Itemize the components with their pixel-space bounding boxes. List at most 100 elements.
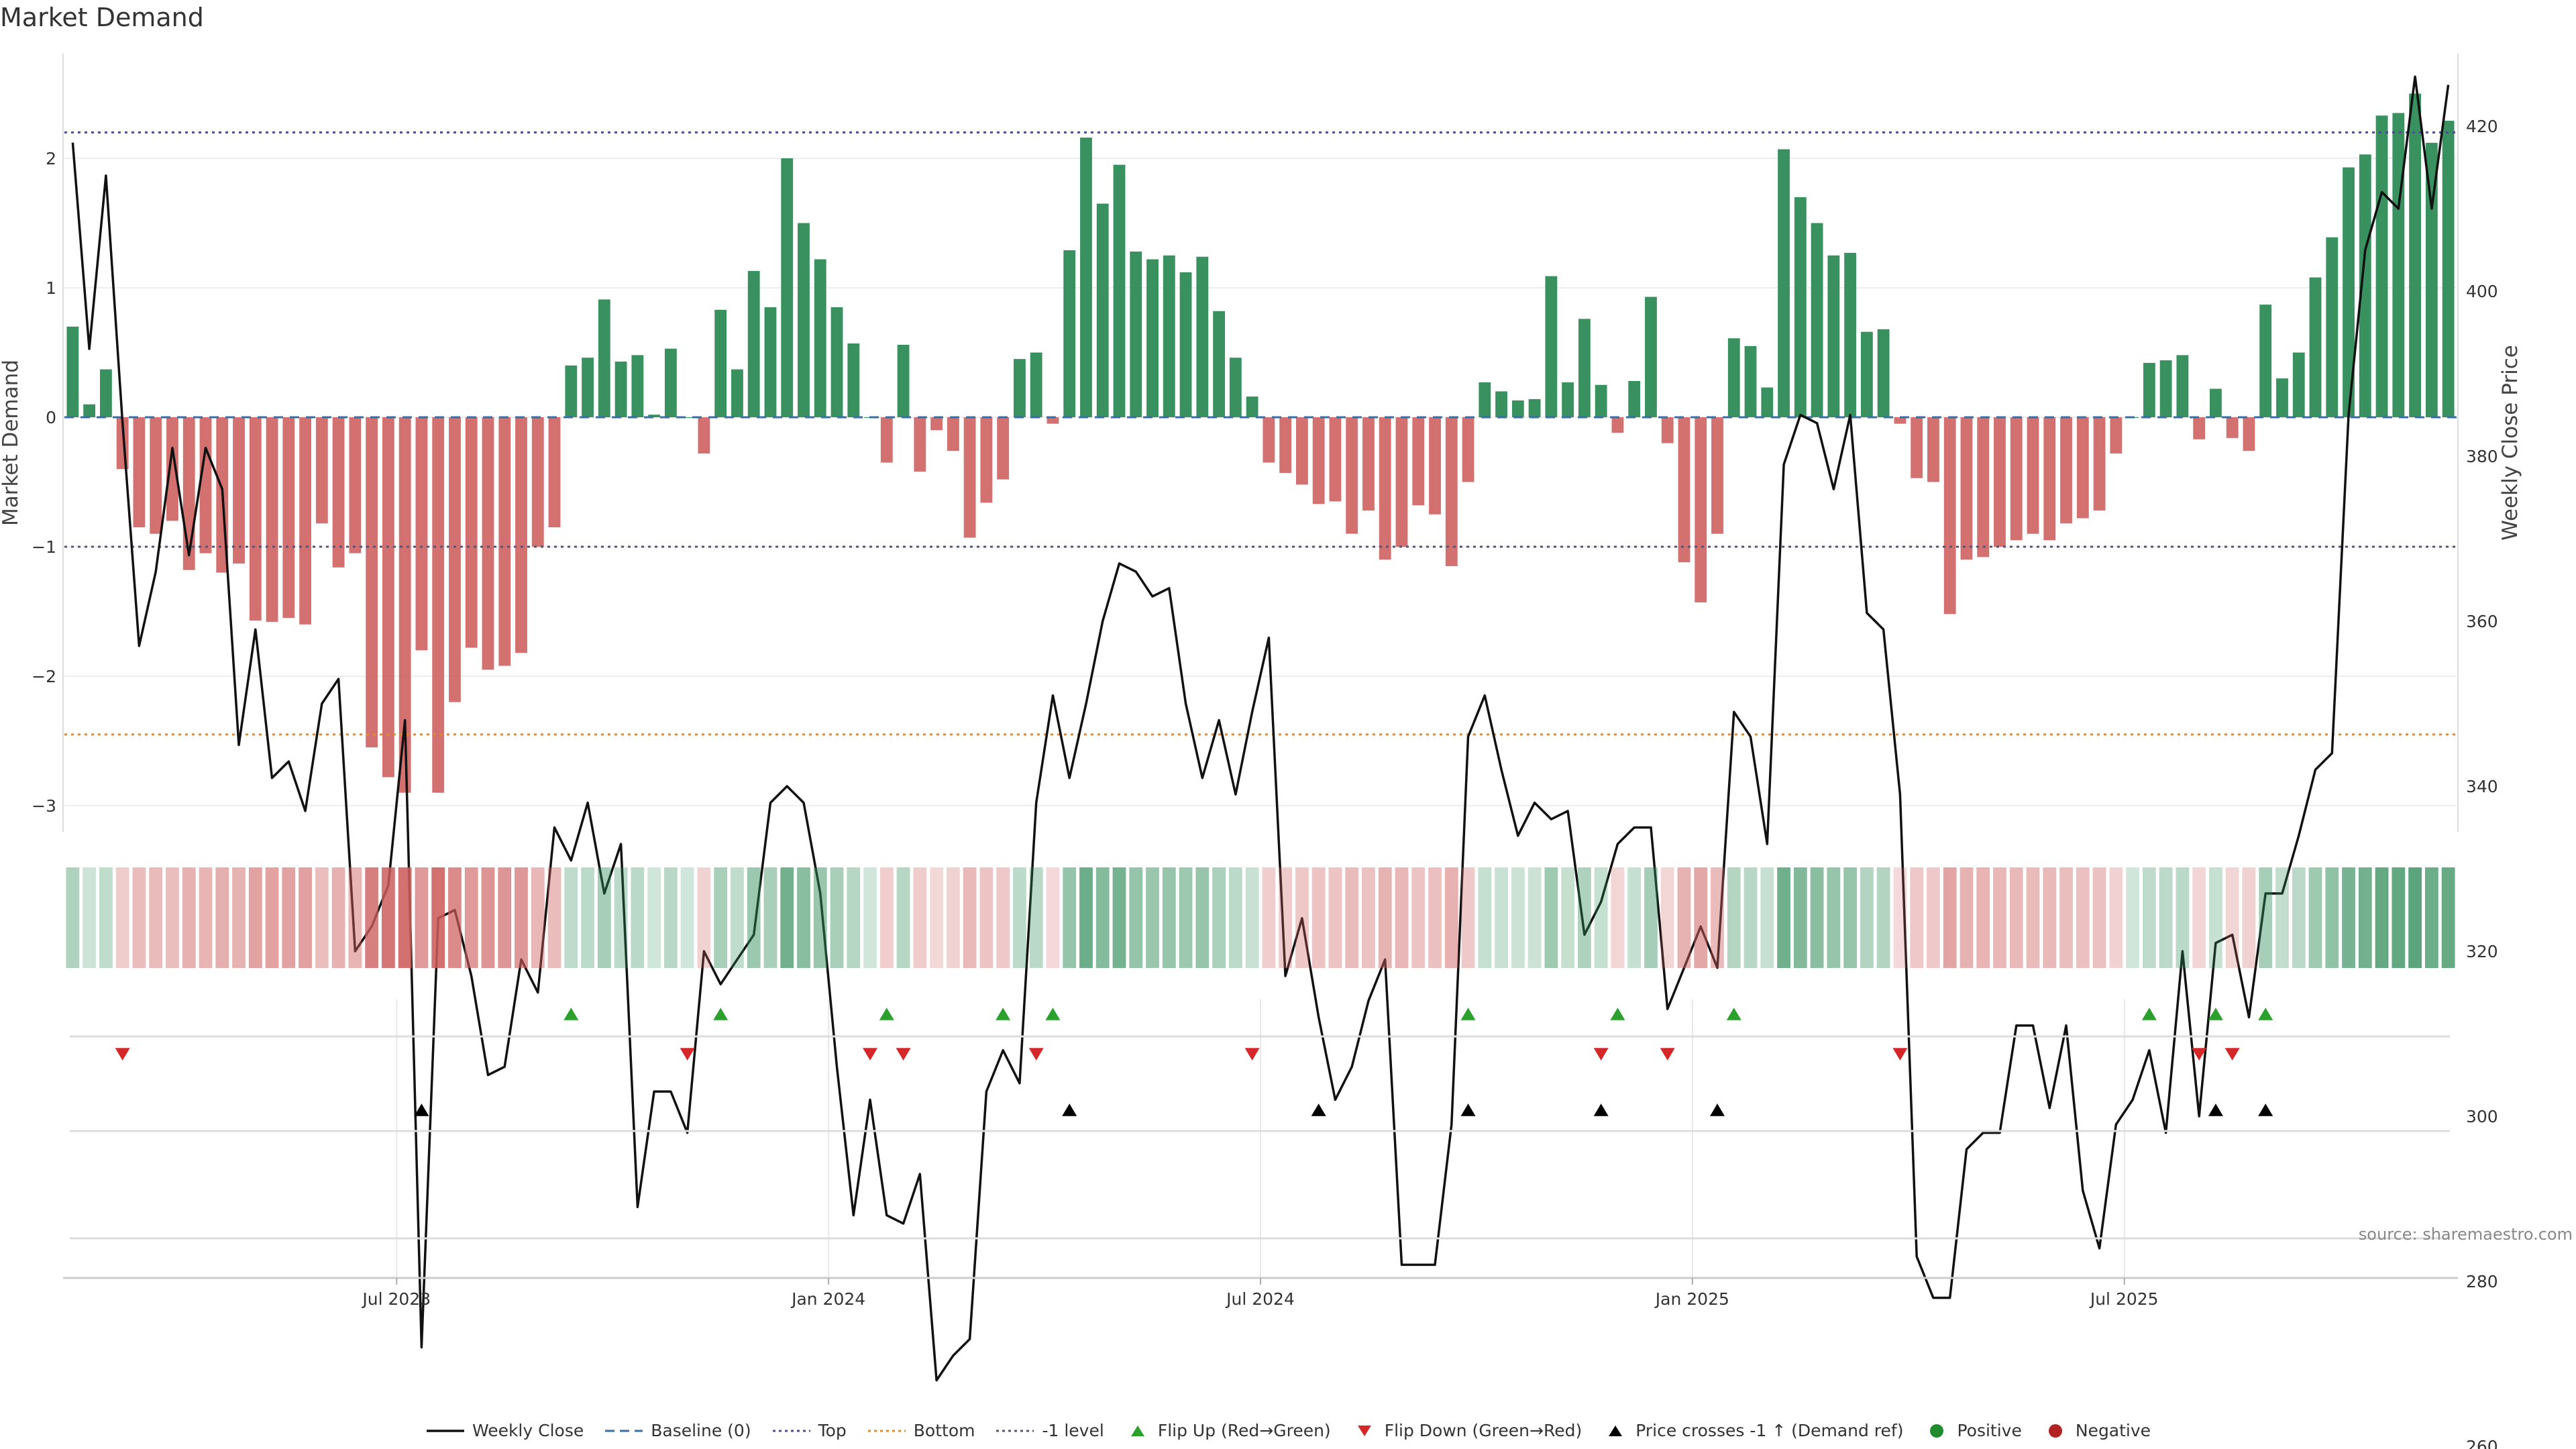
demand-bar [1130,251,1142,417]
demand-bar [897,344,910,417]
demand-bar [747,270,760,417]
heat-cell [232,867,246,968]
demand-bar [1578,319,1591,417]
heat-cell [2441,867,2455,968]
demand-bar [2027,417,2039,534]
legend-symbol [605,1430,643,1432]
legend-item-cross: Price crosses -1 ↑ (Demand ref) [1602,1421,1903,1440]
heat-cell [1561,867,1575,968]
demand-bar [1528,398,1541,417]
heat-cell [1511,867,1525,968]
legend-item-bottom: Bottom [867,1421,975,1440]
legend-symbol [2048,1424,2062,1438]
demand-bar [1894,417,1907,424]
demand-bar [398,417,411,793]
demand-bar [498,417,511,666]
heat-cell [930,867,944,968]
heat-cell [1860,867,1874,968]
heat-cell [2375,867,2389,968]
flip-down-marker [863,1048,878,1061]
y-tick-left-label: −2 [32,667,56,686]
price-cross-marker [2258,1104,2273,1116]
heat-cell [1212,867,1226,968]
legend-symbol [867,1430,906,1432]
heat-cell [731,867,744,968]
heat-cell [2142,867,2156,968]
demand-bar [465,417,478,648]
price-cross-marker [1593,1104,1609,1116]
demand-bar [2193,417,2206,439]
demand-bar [1811,223,1823,417]
demand-bar [2425,142,2438,417]
demand-bar [233,417,245,564]
demand-bar [1379,417,1391,560]
heat-cell [863,867,877,968]
heat-cell [1195,867,1210,968]
heat-cell [547,867,561,968]
y-tick-right-label: 320 [2466,942,2498,961]
demand-bar [963,417,976,538]
demand-bar [349,417,362,553]
heat-cell [714,867,728,968]
demand-bar [598,299,610,417]
demand-bar [947,417,959,451]
flip-down-marker [1660,1048,1675,1061]
demand-bar [1096,203,1109,417]
demand-bar [1429,417,1441,515]
heat-cell [847,867,861,968]
heat-cell [331,867,345,968]
demand-bar [1994,417,2006,547]
demand-bar [1761,387,1774,417]
heat-cell [365,867,379,968]
price-cross-marker [1460,1104,1476,1116]
heat-cell [464,867,478,968]
demand-bar [614,362,627,417]
demand-bar [1877,329,1890,417]
demand-bar [1860,331,1873,417]
heat-cell [1711,867,1724,968]
legend-label: Top [818,1421,847,1440]
heat-cell [1910,867,1924,968]
heat-cell [1927,867,1940,968]
heat-cell [199,867,213,968]
demand-bar [1744,345,1757,417]
heat-cell [2059,867,2073,968]
demand-bar [1445,417,1458,566]
demand-bar [1295,417,1308,485]
heat-cell [763,867,777,968]
demand-bar [714,309,727,417]
demand-bar [1263,417,1275,463]
heat-cell [1827,867,1841,968]
heat-cell [2092,867,2106,968]
y-tick-left-label: −3 [32,796,56,816]
heat-cell [1179,867,1193,968]
demand-bar [2343,167,2355,417]
demand-bar [366,417,378,748]
heat-cell [1362,867,1375,968]
heat-cell [132,867,146,968]
heat-cell [248,867,262,968]
demand-bar [382,417,394,777]
demand-bar [914,417,926,472]
demand-bar [698,417,710,454]
legend: Weekly Close Baseline (0) Top Bottom -1 leve… [0,1421,2576,1440]
demand-bar [1562,382,1574,417]
heat-cell [1444,867,1458,968]
demand-bar [565,365,578,417]
y-tick-left-label: −1 [32,537,56,557]
axes: 2 1 0 −1 −2 −3 420 400 380 360 340 320 300 280 260 Jul … [32,54,2498,1449]
heat-cell [2109,867,2123,968]
heat-cell [614,867,628,968]
demand-bar [449,417,461,702]
heat-cell [1162,867,1176,968]
legend-label: Flip Up (Red→Green) [1157,1421,1331,1440]
demand-bar [2375,115,2388,417]
y-tick-left-label: 1 [46,278,56,298]
heat-cell [531,867,545,968]
price-cross-marker [2208,1104,2223,1116]
demand-bar [1960,417,1973,560]
heat-cell [2026,867,2040,968]
demand-bar [814,259,826,417]
demand-bar [1927,417,1939,482]
price-cross-marker [1311,1104,1326,1116]
